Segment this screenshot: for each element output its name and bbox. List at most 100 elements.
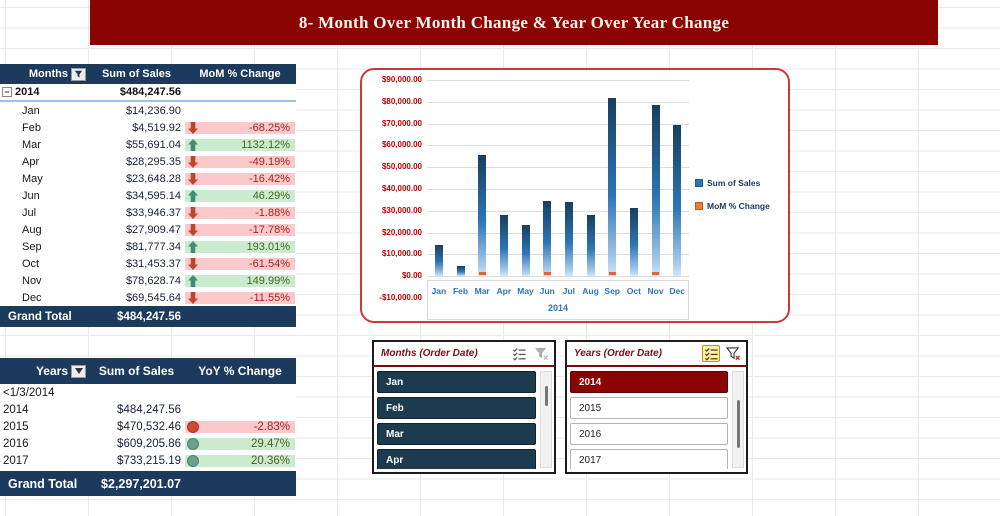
x-axis-label: Jan bbox=[431, 285, 447, 296]
grand-total-label: Grand Total bbox=[8, 476, 78, 491]
table-row[interactable]: 2017 $733,215.19 20.36% bbox=[0, 452, 296, 469]
group-label: 2014 bbox=[15, 86, 40, 98]
down-arrow-icon bbox=[188, 172, 198, 185]
legend-swatch-blue bbox=[695, 179, 703, 187]
group-row-2014[interactable]: − 2014 $484,247.56 bbox=[0, 84, 296, 102]
green-circle-icon bbox=[187, 437, 199, 450]
change-cell: -11.55% bbox=[185, 291, 295, 304]
change-cell: -17.78% bbox=[185, 223, 295, 236]
x-axis-labels: Jan Feb Mar Apr May Jun Jul Aug Sep Oct Nov Dec bbox=[428, 281, 688, 300]
change-value: -1.88% bbox=[255, 206, 290, 219]
down-arrow-icon bbox=[188, 206, 198, 219]
legend-sales-label: Sum of Sales bbox=[707, 178, 761, 188]
up-arrow-icon bbox=[188, 189, 198, 202]
legend-mom: MoM % Change bbox=[695, 201, 770, 211]
change-indicator: 29.47% bbox=[185, 437, 295, 450]
chart-bar bbox=[651, 104, 660, 277]
change-cell: -61.54% bbox=[185, 257, 295, 270]
mom-grand-total-row: Grand Total $484,247.56 bbox=[0, 306, 296, 327]
month-cell: Sep bbox=[22, 240, 42, 253]
change-indicator: -49.19% bbox=[185, 155, 295, 168]
slicer-item[interactable]: Apr bbox=[377, 449, 536, 469]
table-row[interactable]: 2014 $484,247.56 bbox=[0, 401, 296, 418]
scrollbar-thumb[interactable] bbox=[737, 400, 740, 448]
slicer-item[interactable]: Jan bbox=[377, 371, 536, 393]
scrollbar-thumb[interactable] bbox=[545, 386, 548, 406]
table-row[interactable]: Aug $27,909.47 -17.78% bbox=[0, 221, 296, 238]
table-row[interactable]: 2015 $470,532.46 -2.83% bbox=[0, 418, 296, 435]
funnel-icon bbox=[74, 70, 83, 77]
years-slicer-items: 2014 2015 2016 2017 bbox=[570, 371, 728, 469]
x-axis-box: Jan Feb Mar Apr May Jun Jul Aug Sep Oct Nov Dec 201… bbox=[427, 280, 689, 320]
table-row[interactable]: Nov $78,628.74 149.99% bbox=[0, 272, 296, 289]
table-row[interactable]: Dec $69,545.64 -11.55% bbox=[0, 289, 296, 306]
month-cell: Apr bbox=[22, 155, 40, 168]
x-axis-group-label: 2014 bbox=[547, 303, 569, 313]
table-row[interactable]: Jun $34,595.14 46.29% bbox=[0, 187, 296, 204]
chart-bar bbox=[586, 215, 595, 277]
y-axis-tick: $90,000.00 bbox=[381, 75, 422, 84]
change-value: 149.99% bbox=[246, 274, 290, 287]
x-axis-label: Mar bbox=[474, 285, 490, 296]
mom-header-row: Months Sum of Sales MoM % Change bbox=[0, 64, 296, 84]
slicer-item[interactable]: Feb bbox=[377, 397, 536, 419]
table-row[interactable]: <1/3/2014 bbox=[0, 384, 296, 401]
title-banner: 8- Month Over Month Change & Year Over Y… bbox=[90, 0, 938, 45]
month-cell: Oct bbox=[22, 257, 40, 270]
slicer-item[interactable]: 2016 bbox=[570, 423, 728, 445]
months-slicer-scrollbar[interactable] bbox=[540, 371, 552, 468]
slicer-item[interactable]: Mar bbox=[377, 423, 536, 445]
table-row[interactable]: Sep $81,777.34 193.01% bbox=[0, 238, 296, 255]
years-multiselect-icon[interactable] bbox=[702, 345, 720, 362]
table-row[interactable]: Oct $31,453.37 -61.54% bbox=[0, 255, 296, 272]
years-slicer-header: Years (Order Date) bbox=[567, 342, 746, 367]
table-row[interactable]: May $23,648.28 -16.42% bbox=[0, 170, 296, 187]
yoy-pivot-table: Years Sum of Sales YoY % Change <1/3/201… bbox=[0, 358, 296, 496]
chart-bar bbox=[673, 124, 682, 277]
years-dropdown-icon[interactable] bbox=[71, 364, 86, 378]
years-clear-filter-icon[interactable] bbox=[724, 345, 742, 362]
x-axis-label: Feb bbox=[452, 285, 469, 296]
slicer-item[interactable]: 2017 bbox=[570, 449, 728, 469]
year-cell: 2015 bbox=[3, 420, 29, 433]
sales-cell: $23,648.28 bbox=[125, 172, 181, 185]
clear-filter-icon-disabled bbox=[534, 347, 548, 360]
up-arrow-icon bbox=[188, 138, 198, 151]
chart-bar bbox=[564, 202, 573, 277]
change-value: 193.01% bbox=[246, 240, 290, 253]
table-row[interactable]: Apr $28,295.35 -49.19% bbox=[0, 153, 296, 170]
gridline bbox=[427, 80, 689, 81]
months-filter-icon[interactable] bbox=[71, 67, 86, 81]
table-row[interactable]: Jul $33,946.37 -1.88% bbox=[0, 204, 296, 221]
months-clear-filter-icon[interactable] bbox=[532, 345, 550, 362]
years-slicer: Years (Order Date) 2014 2015 2016 2017 bbox=[565, 340, 748, 474]
table-row[interactable]: Mar $55,691.04 1132.12% bbox=[0, 136, 296, 153]
change-cell: -68.25% bbox=[185, 121, 295, 134]
y-axis-tick: $70,000.00 bbox=[381, 118, 422, 128]
collapse-button[interactable]: − bbox=[2, 87, 12, 97]
yoy-grand-total-row: Grand Total $2,297,201.07 bbox=[0, 471, 296, 496]
slicer-item[interactable]: 2015 bbox=[570, 397, 728, 419]
slicer-item[interactable]: 2014 bbox=[570, 371, 728, 393]
sales-cell: $14,236.90 bbox=[125, 104, 181, 117]
table-row[interactable]: Jan $14,236.90 bbox=[0, 102, 296, 119]
sales-cell: $55,691.04 bbox=[125, 138, 181, 151]
gridline bbox=[427, 189, 689, 190]
y-axis-tick: $10,000.00 bbox=[381, 249, 422, 259]
years-slicer-scrollbar[interactable] bbox=[732, 371, 744, 468]
y-axis-tick: $50,000.00 bbox=[381, 162, 422, 172]
x-axis-label: Aug bbox=[582, 285, 599, 296]
year-cell: 2017 bbox=[3, 454, 29, 467]
year-cell: 2016 bbox=[3, 437, 29, 450]
mom-marker bbox=[608, 272, 616, 276]
chart-bar bbox=[543, 200, 552, 277]
change-value: -61.54% bbox=[249, 257, 290, 270]
down-arrow-icon bbox=[188, 223, 198, 236]
table-row[interactable]: Feb $4,519.92 -68.25% bbox=[0, 119, 296, 136]
chart-legend: Sum of Sales MoM % Change bbox=[695, 178, 770, 211]
up-arrow-icon bbox=[188, 274, 198, 287]
change-value: -2.83% bbox=[253, 420, 290, 433]
months-multiselect-icon[interactable] bbox=[510, 345, 528, 362]
table-row[interactable]: 2016 $609,205.86 29.47% bbox=[0, 435, 296, 452]
